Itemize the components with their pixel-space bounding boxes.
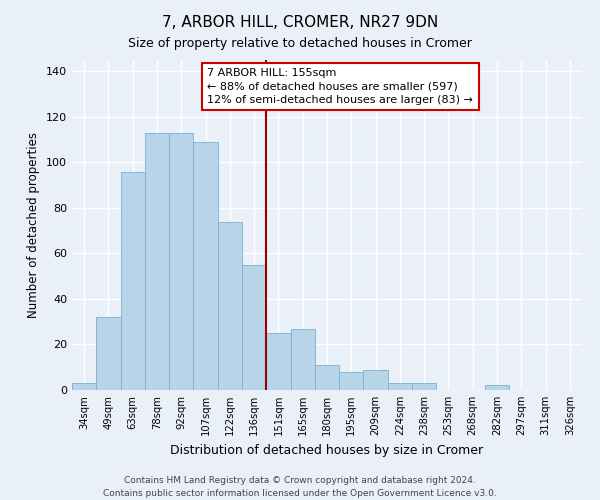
Bar	[72, 383, 96, 390]
Bar	[315, 365, 339, 390]
Bar	[388, 383, 412, 390]
Bar	[485, 386, 509, 390]
Bar	[193, 142, 218, 390]
Bar	[96, 317, 121, 390]
Bar	[218, 222, 242, 390]
Bar	[169, 133, 193, 390]
Bar	[290, 328, 315, 390]
Bar	[412, 383, 436, 390]
Text: 7, ARBOR HILL, CROMER, NR27 9DN: 7, ARBOR HILL, CROMER, NR27 9DN	[162, 15, 438, 30]
Bar	[121, 172, 145, 390]
Bar	[364, 370, 388, 390]
Text: Size of property relative to detached houses in Cromer: Size of property relative to detached ho…	[128, 38, 472, 51]
Bar	[266, 333, 290, 390]
Y-axis label: Number of detached properties: Number of detached properties	[28, 132, 40, 318]
Bar	[339, 372, 364, 390]
X-axis label: Distribution of detached houses by size in Cromer: Distribution of detached houses by size …	[170, 444, 484, 456]
Bar	[145, 133, 169, 390]
Text: Contains HM Land Registry data © Crown copyright and database right 2024.
Contai: Contains HM Land Registry data © Crown c…	[103, 476, 497, 498]
Text: 7 ARBOR HILL: 155sqm
← 88% of detached houses are smaller (597)
12% of semi-deta: 7 ARBOR HILL: 155sqm ← 88% of detached h…	[207, 68, 473, 104]
Bar	[242, 265, 266, 390]
